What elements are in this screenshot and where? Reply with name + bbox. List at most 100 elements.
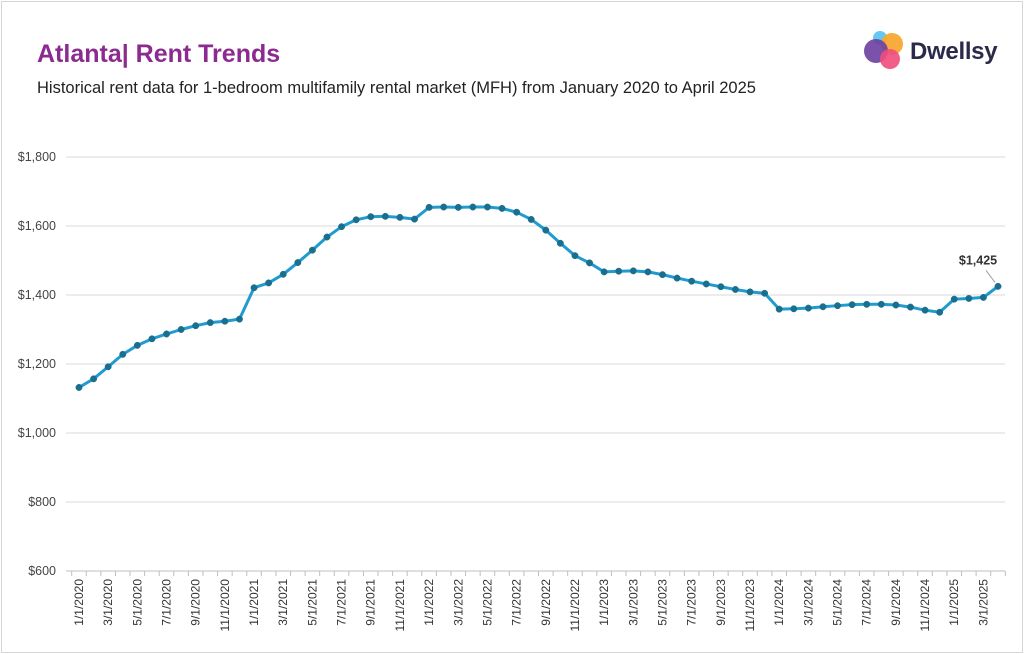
x-tick-label: 9/1/2024 [889, 579, 903, 626]
y-tick-label: $1,400 [18, 288, 56, 302]
x-tick-label: 9/1/2021 [364, 579, 378, 626]
data-point [936, 308, 944, 316]
x-tick-label: 5/1/2022 [480, 579, 494, 626]
data-point [921, 306, 929, 314]
data-point [104, 363, 112, 371]
data-point [556, 239, 564, 247]
x-tick-label: 3/1/2023 [626, 579, 640, 626]
data-point [600, 268, 608, 276]
data-point [440, 203, 448, 211]
y-axis-ticks: $600 $800 $1,000 $1,200 $1,400 $1,600 $1,800 [18, 150, 56, 578]
data-point [192, 322, 200, 330]
data-point [863, 300, 871, 308]
data-point [221, 317, 229, 325]
data-point [644, 268, 652, 276]
x-tick-label: 5/1/2024 [831, 579, 845, 626]
data-point [323, 233, 331, 241]
data-point [367, 213, 375, 221]
x-tick-label: 1/1/2020 [72, 579, 86, 626]
end-value-label: $1,425 [959, 253, 997, 267]
data-point [615, 267, 623, 275]
data-point [979, 293, 987, 301]
annotation-leader [985, 270, 996, 283]
data-point [411, 215, 418, 223]
data-point [206, 319, 214, 327]
y-tick-label: $1,600 [18, 219, 56, 233]
x-tick-label: 3/1/2025 [976, 579, 990, 626]
end-annotation: $1,425 [959, 253, 997, 283]
y-tick-label: $800 [28, 495, 56, 509]
data-point [338, 223, 346, 231]
x-tick-label: 11/1/2024 [918, 579, 932, 632]
rent-series-line [78, 205, 999, 389]
x-tick-label: 9/1/2022 [539, 579, 553, 626]
x-tick-label: 11/1/2021 [393, 579, 407, 632]
data-point [163, 330, 170, 338]
data-point [148, 335, 156, 343]
dwellsy-logo: Dwellsy [862, 28, 1012, 74]
data-point [177, 326, 185, 333]
data-point [90, 375, 98, 383]
y-tick-label: $1,200 [18, 357, 56, 371]
data-point [498, 204, 506, 212]
data-point [133, 341, 141, 349]
x-tick-label: 7/1/2021 [335, 579, 349, 626]
x-tick-label: 3/1/2020 [101, 579, 115, 626]
data-points [75, 203, 1002, 391]
data-point [702, 280, 710, 288]
data-point [542, 226, 550, 234]
x-tick-label: 5/1/2023 [655, 579, 669, 626]
data-point [119, 350, 127, 358]
x-tick-label: 3/1/2022 [451, 579, 465, 626]
data-point [673, 274, 681, 282]
data-point [469, 203, 477, 211]
x-tick-label: 1/1/2023 [597, 579, 611, 626]
data-point [761, 289, 769, 297]
x-axis-ticks: 1/1/2020 3/1/2020 5/1/2020 7/1/2020 9/1/2020… [72, 579, 990, 632]
x-tick-label: 9/1/2023 [714, 579, 728, 626]
data-point [965, 295, 973, 302]
data-point [629, 267, 637, 275]
x-tick-label: 7/1/2023 [685, 579, 699, 626]
x-tick-label: 5/1/2020 [130, 579, 144, 626]
x-axis [66, 570, 1006, 576]
data-point [659, 271, 666, 279]
data-point [834, 302, 841, 310]
data-point [527, 215, 535, 223]
data-point [265, 279, 273, 287]
data-point [513, 208, 521, 216]
data-point [907, 303, 914, 311]
data-point [731, 286, 739, 293]
data-point [483, 203, 491, 211]
x-tick-label: 7/1/2022 [510, 579, 524, 626]
data-point [381, 212, 389, 220]
data-point [746, 288, 754, 296]
data-point [425, 203, 433, 211]
x-tick-label: 9/1/2020 [189, 579, 203, 626]
y-tick-label: $1,000 [18, 426, 56, 440]
data-point [790, 305, 798, 313]
x-tick-label: 1/1/2022 [422, 579, 436, 626]
x-tick-label: 1/1/2024 [772, 579, 786, 626]
x-tick-label: 1/1/2025 [947, 579, 961, 626]
x-tick-label: 7/1/2024 [860, 579, 874, 626]
data-point [250, 284, 258, 292]
data-point [352, 216, 360, 224]
data-point [294, 259, 302, 267]
data-point [848, 301, 856, 309]
brand-name: Dwellsy [910, 38, 998, 65]
data-point [804, 304, 812, 312]
data-point [454, 203, 462, 211]
chart-title: Atlanta| Rent Trends [37, 40, 281, 68]
data-point [308, 246, 316, 254]
data-point [775, 305, 783, 313]
data-point [236, 315, 243, 323]
x-tick-label: 11/1/2020 [218, 579, 232, 632]
x-tick-label: 11/1/2023 [743, 579, 757, 632]
data-point [571, 252, 579, 260]
x-tick-label: 1/1/2021 [247, 579, 261, 626]
y-tick-label: $1,800 [18, 150, 56, 164]
data-point [75, 384, 83, 391]
data-point [396, 213, 404, 221]
